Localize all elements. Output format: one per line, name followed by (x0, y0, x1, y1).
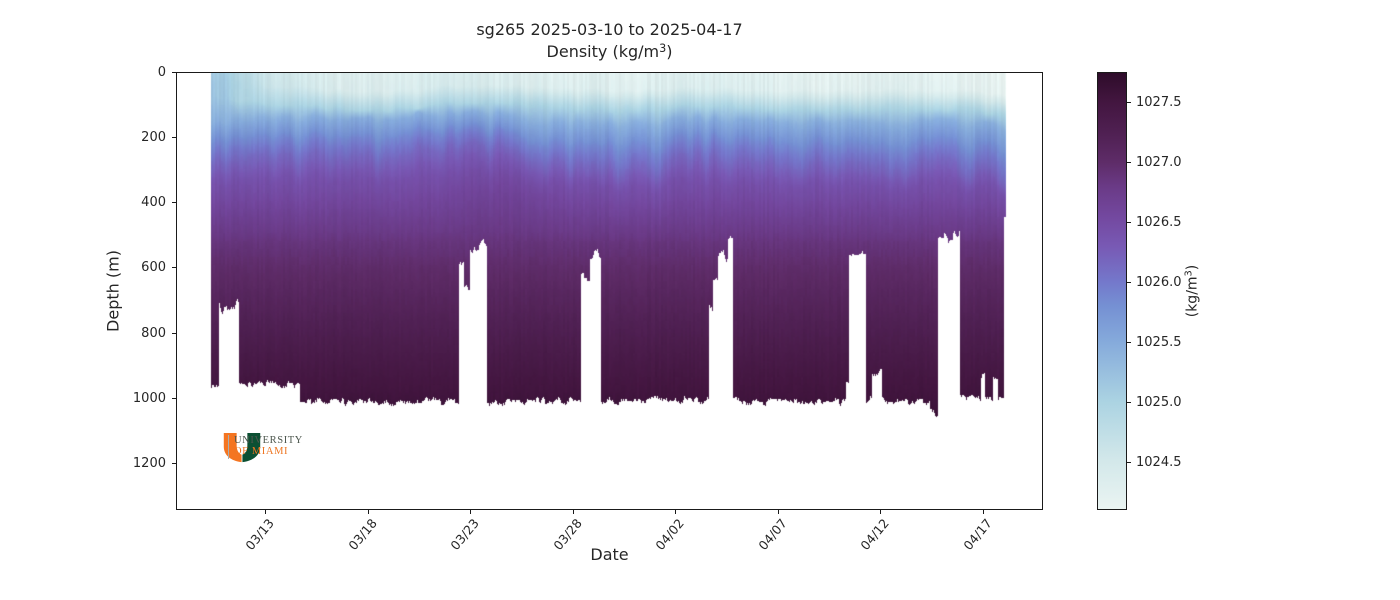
colorbar-unit-superscript: 3 (1183, 270, 1195, 277)
x-tick-mark (982, 510, 984, 514)
density-heatmap-canvas (177, 73, 1042, 509)
y-tick-label: 1200 (132, 456, 166, 472)
colorbar (1097, 72, 1127, 510)
colorbar-unit-close: ) (1184, 264, 1201, 271)
colorbar-tick-label: 1026.5 (1136, 214, 1182, 230)
colorbar-tick-mark (1127, 341, 1131, 343)
colorbar-tick-mark (1127, 281, 1131, 283)
x-tick-mark (265, 510, 267, 514)
y-tick-label: 600 (141, 260, 166, 276)
colorbar-tick-mark (1127, 101, 1131, 103)
colorbar-tick-mark (1127, 401, 1131, 403)
subtitle-text: Density (kg/m (546, 42, 660, 61)
y-tick-mark (172, 332, 176, 334)
x-tick-mark (777, 510, 779, 514)
y-tick-label: 1000 (132, 391, 166, 407)
x-axis-label: Date (590, 545, 629, 564)
x-tick-mark (470, 510, 472, 514)
plot-frame (176, 72, 1043, 510)
x-tick-mark (880, 510, 882, 514)
colorbar-tick-label: 1027.0 (1136, 154, 1182, 170)
colorbar-tick-mark (1127, 461, 1131, 463)
colorbar-tick-label: 1026.0 (1136, 274, 1182, 290)
y-tick-mark (172, 136, 176, 138)
y-tick-label: 800 (141, 325, 166, 341)
colorbar-unit-label: (kg/m3) (1184, 265, 1201, 318)
x-tick-mark (675, 510, 677, 514)
x-tick-mark (367, 510, 369, 514)
x-tick-mark (572, 510, 574, 514)
logo-line-university: UNIVERSITY (234, 435, 303, 446)
colorbar-tick-label: 1024.5 (1136, 454, 1182, 470)
y-tick-mark (172, 71, 176, 73)
y-tick-mark (172, 267, 176, 269)
y-tick-mark (172, 202, 176, 204)
chart-subtitle: Density (kg/m3) (176, 42, 1043, 61)
subtitle-superscript: 3 (659, 42, 667, 55)
y-tick-label: 200 (141, 129, 166, 145)
colorbar-tick-label: 1027.5 (1136, 94, 1182, 110)
y-tick-mark (172, 463, 176, 465)
chart-title: sg265 2025-03-10 to 2025-04-17 (476, 20, 743, 39)
colorbar-unit-text: (kg/m (1184, 276, 1201, 318)
colorbar-tick-mark (1127, 161, 1131, 163)
subtitle-close: ) (666, 42, 673, 61)
university-of-miami-logo-text: UNIVERSITY OF MIAMI (234, 435, 303, 457)
logo-line-of-miami: OF MIAMI (234, 446, 289, 457)
y-tick-label: 400 (141, 195, 166, 211)
y-tick-mark (172, 398, 176, 400)
logo-divider (228, 435, 229, 459)
colorbar-tick-mark (1127, 221, 1131, 223)
colorbar-tick-label: 1025.5 (1136, 334, 1182, 350)
y-tick-label: 0 (157, 64, 166, 80)
colorbar-tick-label: 1025.0 (1136, 394, 1182, 410)
